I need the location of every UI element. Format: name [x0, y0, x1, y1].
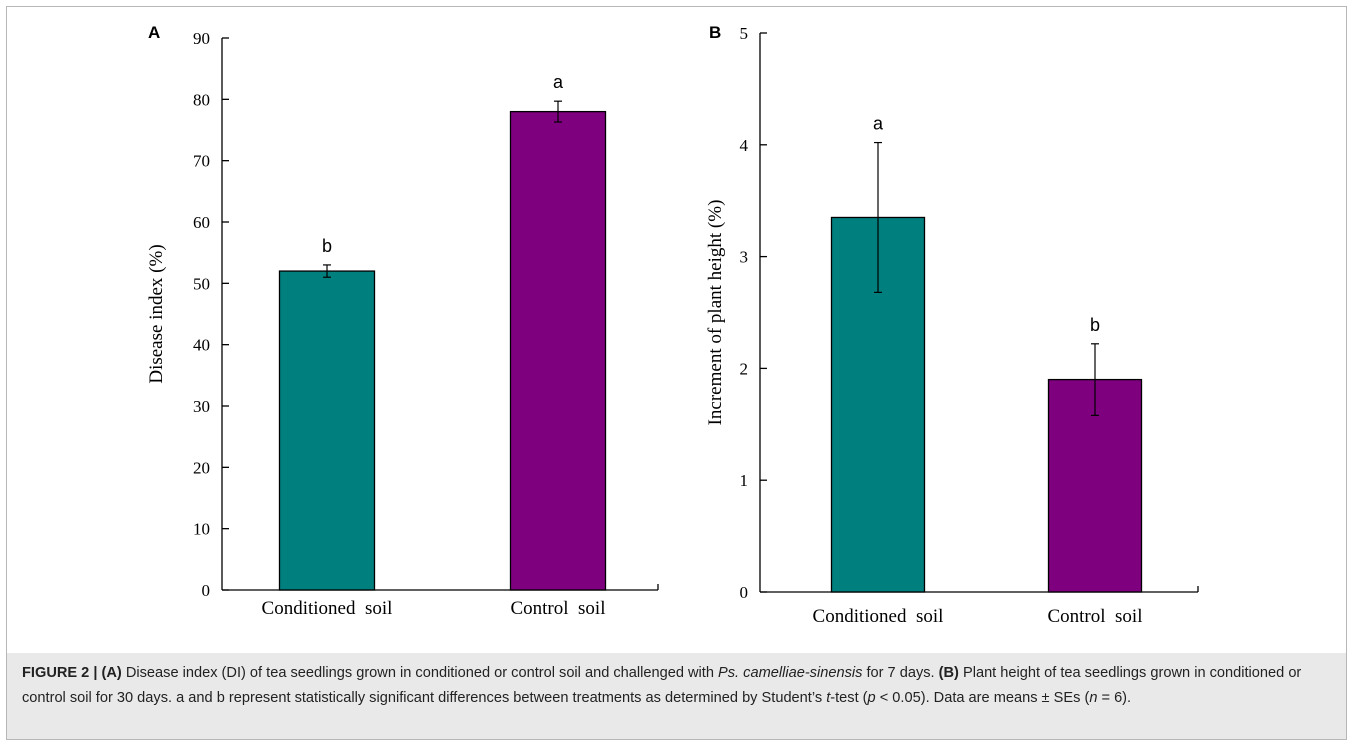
y-tick-label: 40 [193, 336, 210, 355]
y-axis-title: Disease index (%) [146, 244, 167, 383]
category-label: Conditioned soil [813, 606, 944, 627]
y-tick-label: 10 [193, 520, 210, 539]
y-tick-label: 5 [740, 24, 749, 43]
bar [278, 270, 376, 591]
caption-p-italic: p [867, 690, 876, 706]
y-tick-label: 4 [740, 136, 749, 155]
y-tick-label: 0 [740, 583, 749, 602]
y-tick-label: 70 [193, 152, 210, 171]
category-label: Control soil [1047, 606, 1142, 627]
y-tick-label: 30 [193, 397, 210, 416]
caption-a-text-2: for 7 days. [862, 665, 939, 681]
figure-frame [6, 6, 1347, 740]
panel-label: A [148, 23, 160, 42]
caption-figure-label: FIGURE 2 | [22, 665, 98, 681]
category-label: Control soil [510, 598, 605, 619]
y-tick-label: 1 [740, 471, 749, 490]
y-tick-label: 20 [193, 458, 210, 477]
y-tick-label: 60 [193, 213, 210, 232]
y-tick-label: 3 [740, 248, 749, 267]
significance-letter: b [1090, 315, 1100, 335]
caption-n-italic: n [1089, 690, 1098, 706]
caption-b-label: (B) [938, 665, 959, 681]
significance-letter: a [873, 114, 884, 134]
caption-b-text: Plant height of tea seedlings grown in c… [22, 665, 1302, 706]
caption-t-italic: t [826, 690, 831, 706]
panel-b: B 0 1 2 3 4 5 Increment of plant height (%) a Con… [705, 23, 1199, 627]
caption-n-text: = 6). [1097, 690, 1132, 706]
y-tick-label: 50 [193, 274, 210, 293]
y-tick-label: 0 [202, 581, 211, 600]
caption-background [7, 653, 1346, 739]
caption-p-text: < 0.05). Data are means ± SEs ( [875, 690, 1090, 706]
y-tick-label: 80 [193, 90, 210, 109]
panel-a: A 0 10 20 30 40 50 60 70 80 90 Disease index (%) b Co… [146, 23, 659, 619]
panel-label: B [709, 23, 721, 42]
caption-a-label: (A) [101, 665, 122, 681]
y-tick-label: 2 [740, 359, 749, 378]
y-tick-label: 90 [193, 29, 210, 48]
caption-species: Ps. camelliae-sinensis [718, 665, 863, 681]
bar [509, 110, 607, 591]
significance-letter: b [322, 236, 332, 256]
figure-caption: FIGURE 2 | (A) Disease index (DI) of tea… [22, 661, 1340, 711]
category-label: Conditioned soil [262, 598, 393, 619]
y-axis-title: Increment of plant height (%) [705, 200, 726, 426]
caption-after-t: -test ( [830, 690, 868, 706]
caption-a-text-1: Disease index (DI) of tea seedlings grow… [121, 665, 719, 681]
significance-letter: a [553, 72, 564, 92]
